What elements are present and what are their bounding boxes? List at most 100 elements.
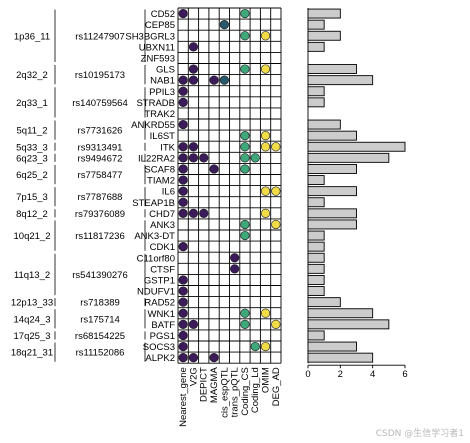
gene-label: SOCS3 bbox=[143, 342, 175, 353]
gene-label: ITK bbox=[160, 142, 175, 153]
evidence-column-label: MAGMA bbox=[209, 367, 220, 404]
evidence-dot bbox=[250, 153, 260, 163]
evidence-dot bbox=[178, 208, 188, 218]
evidence-dot bbox=[178, 142, 188, 152]
evidence-column-label: trans_pQTL bbox=[230, 367, 241, 417]
locus-region-label: 11q13_2 bbox=[14, 270, 50, 281]
evidence-count-bar bbox=[307, 319, 390, 330]
evidence-column-label: V2G bbox=[188, 367, 199, 386]
evidence-dot bbox=[178, 164, 188, 174]
evidence-count-bar bbox=[307, 308, 374, 319]
gene-label: UBXN11 bbox=[139, 42, 175, 53]
evidence-column-label: Coding_Ld bbox=[250, 367, 261, 413]
evidence-dot bbox=[240, 8, 250, 19]
evidence-dot bbox=[240, 142, 250, 152]
evidence-count-bar bbox=[307, 275, 325, 285]
locus-region-label: 18q21_31 bbox=[11, 348, 53, 359]
evidence-dot bbox=[240, 64, 250, 74]
evidence-dot bbox=[178, 341, 188, 352]
locus-region-label: 2q32_2 bbox=[16, 70, 48, 81]
evidence-dot bbox=[188, 64, 199, 74]
locus-snp-label: rs79376089 bbox=[75, 209, 125, 220]
gene-label: PPIL3 bbox=[149, 87, 175, 98]
gene-label: ZNF593 bbox=[141, 53, 175, 64]
locus-snp-label: rs541390276 bbox=[72, 270, 127, 281]
evidence-dots bbox=[178, 8, 281, 363]
locus-region-label: 6q23_3 bbox=[16, 153, 48, 164]
evidence-dot bbox=[178, 197, 188, 207]
gene-label: CTSF bbox=[150, 264, 175, 275]
evidence-count-bar bbox=[307, 64, 357, 75]
bar-x-tick-label: 6 bbox=[402, 369, 407, 380]
gene-label: STRADB bbox=[136, 98, 175, 109]
evidence-dot bbox=[219, 75, 229, 85]
evidence-count-bar bbox=[307, 186, 357, 197]
evidence-dot bbox=[188, 353, 199, 363]
gene-label: ANK3-DT bbox=[134, 231, 175, 242]
evidence-dot bbox=[188, 153, 199, 163]
locus-region-label: 2q33_1 bbox=[16, 98, 48, 109]
bar-x-tick-label: 2 bbox=[338, 369, 343, 380]
evidence-dot bbox=[178, 75, 188, 85]
locus-region-label: 17q25_3 bbox=[14, 331, 51, 342]
evidence-dot bbox=[240, 308, 250, 318]
gene-label: IL6ST bbox=[150, 131, 176, 142]
evidence-dot bbox=[240, 131, 250, 141]
locus-snp-label: rs9313491 bbox=[78, 142, 123, 153]
evidence-dot bbox=[240, 31, 250, 41]
evidence-dot bbox=[178, 186, 188, 196]
evidence-dot bbox=[271, 319, 281, 329]
evidence-count-bar bbox=[307, 97, 325, 108]
gene-label: CDK1 bbox=[150, 242, 175, 253]
evidence-dot bbox=[240, 164, 250, 174]
evidence-dot bbox=[178, 308, 188, 318]
evidence-dot bbox=[178, 319, 188, 329]
evidence-dot bbox=[240, 319, 250, 329]
evidence-dot bbox=[209, 353, 219, 363]
evidence-dot bbox=[188, 75, 199, 85]
evidence-dot bbox=[219, 20, 229, 30]
evidence-count-bar bbox=[307, 219, 357, 230]
locus-snp-label: rs140759564 bbox=[72, 98, 127, 109]
gene-label: WNK1 bbox=[148, 309, 175, 320]
evidence-dot bbox=[178, 353, 188, 363]
locus-region-label: 12p13_33 bbox=[11, 298, 53, 309]
locus-snp-label: rs7787688 bbox=[78, 192, 123, 203]
evidence-dot bbox=[260, 131, 271, 141]
evidence-dot bbox=[271, 219, 281, 230]
evidence-column-label: cis_espQTL bbox=[219, 367, 230, 418]
evidence-count-bar-panel: 0 2 4 6 bbox=[305, 8, 408, 380]
evidence-count-bar bbox=[307, 208, 357, 219]
gene-label: CD52 bbox=[151, 9, 175, 20]
gene-label: CEP85 bbox=[145, 20, 175, 31]
locus-snp-label: rs68154225 bbox=[75, 331, 125, 342]
evidence-dot bbox=[240, 230, 250, 241]
watermark: CSDN @生信学习者1 bbox=[375, 429, 464, 439]
evidence-dot bbox=[250, 341, 260, 352]
evidence-dot bbox=[240, 153, 250, 163]
evidence-count-bar bbox=[307, 263, 325, 274]
evidence-dot bbox=[230, 253, 240, 263]
evidence-dot bbox=[271, 186, 281, 196]
gene-label: PGS1 bbox=[150, 331, 175, 342]
evidence-count-bar bbox=[307, 141, 406, 152]
evidence-count-bar bbox=[307, 119, 341, 130]
evidence-dot bbox=[188, 42, 199, 52]
gene-label: BATF bbox=[151, 320, 175, 331]
evidence-dot bbox=[240, 219, 250, 230]
evidence-dot bbox=[260, 64, 271, 74]
column-labels: Nearest_gene V2G DEPICT MAGMA cis_espQTL tran… bbox=[178, 367, 282, 427]
locus-region-label: 14q24_3 bbox=[14, 314, 51, 325]
evidence-count-bar bbox=[307, 130, 357, 141]
evidence-count-bar bbox=[307, 152, 390, 163]
gene-label: GLS bbox=[156, 65, 175, 76]
locus-snp-label: rs9494672 bbox=[78, 153, 123, 164]
locus-snp-label: rs11152086 bbox=[76, 348, 125, 359]
locus-region-label: 5q33_3 bbox=[16, 142, 48, 153]
gene-label: ANK3 bbox=[150, 220, 175, 231]
locus-region-label: 6q25_2 bbox=[16, 170, 48, 181]
locus-snp-label: rs10195173 bbox=[75, 70, 125, 81]
evidence-count-bar bbox=[307, 241, 325, 252]
evidence-dot bbox=[209, 164, 219, 174]
evidence-column-label: DEG_AD bbox=[271, 367, 282, 406]
